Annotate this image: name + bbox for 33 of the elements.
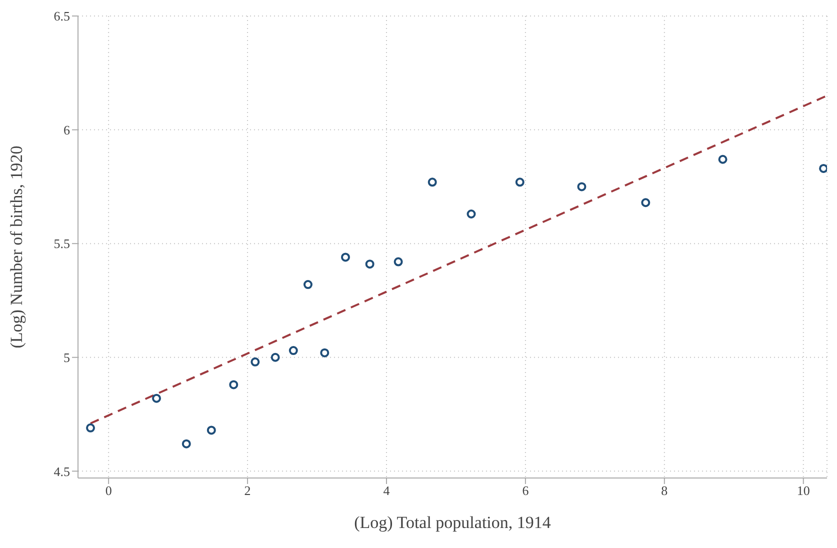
x-tick-label: 8 bbox=[661, 483, 668, 498]
point bbox=[152, 394, 162, 403]
point bbox=[466, 210, 476, 218]
point bbox=[288, 346, 298, 356]
point bbox=[365, 260, 374, 269]
y-tick-label: 5 bbox=[64, 350, 70, 365]
point bbox=[229, 380, 238, 390]
x-tick-label: 4 bbox=[383, 483, 390, 498]
point bbox=[341, 252, 350, 262]
x-tick-label: 6 bbox=[522, 483, 530, 498]
point bbox=[320, 348, 330, 358]
point bbox=[206, 426, 216, 435]
y-tick-label: 6 bbox=[64, 122, 70, 138]
point bbox=[819, 164, 827, 173]
x-axis-title: (Log) Total population, 1914 bbox=[354, 513, 552, 532]
x-tick-label: 2 bbox=[244, 483, 251, 498]
y-tick-label: 6.5 bbox=[54, 8, 70, 24]
x-tick-label: 0 bbox=[105, 483, 112, 498]
point bbox=[428, 178, 437, 187]
point bbox=[577, 182, 586, 192]
point bbox=[182, 439, 191, 448]
point bbox=[641, 198, 650, 208]
y-tick-label: 5.5 bbox=[54, 236, 70, 252]
x-tick-label: 10 bbox=[796, 483, 810, 498]
point bbox=[303, 280, 312, 290]
point bbox=[270, 352, 280, 362]
y-tick-label: 4.5 bbox=[54, 464, 70, 479]
point bbox=[250, 357, 260, 366]
point bbox=[394, 257, 403, 266]
point bbox=[515, 178, 524, 187]
point bbox=[718, 154, 728, 164]
y-axis-title: (Log) Number of births, 1920 bbox=[7, 146, 26, 348]
point bbox=[86, 423, 96, 432]
